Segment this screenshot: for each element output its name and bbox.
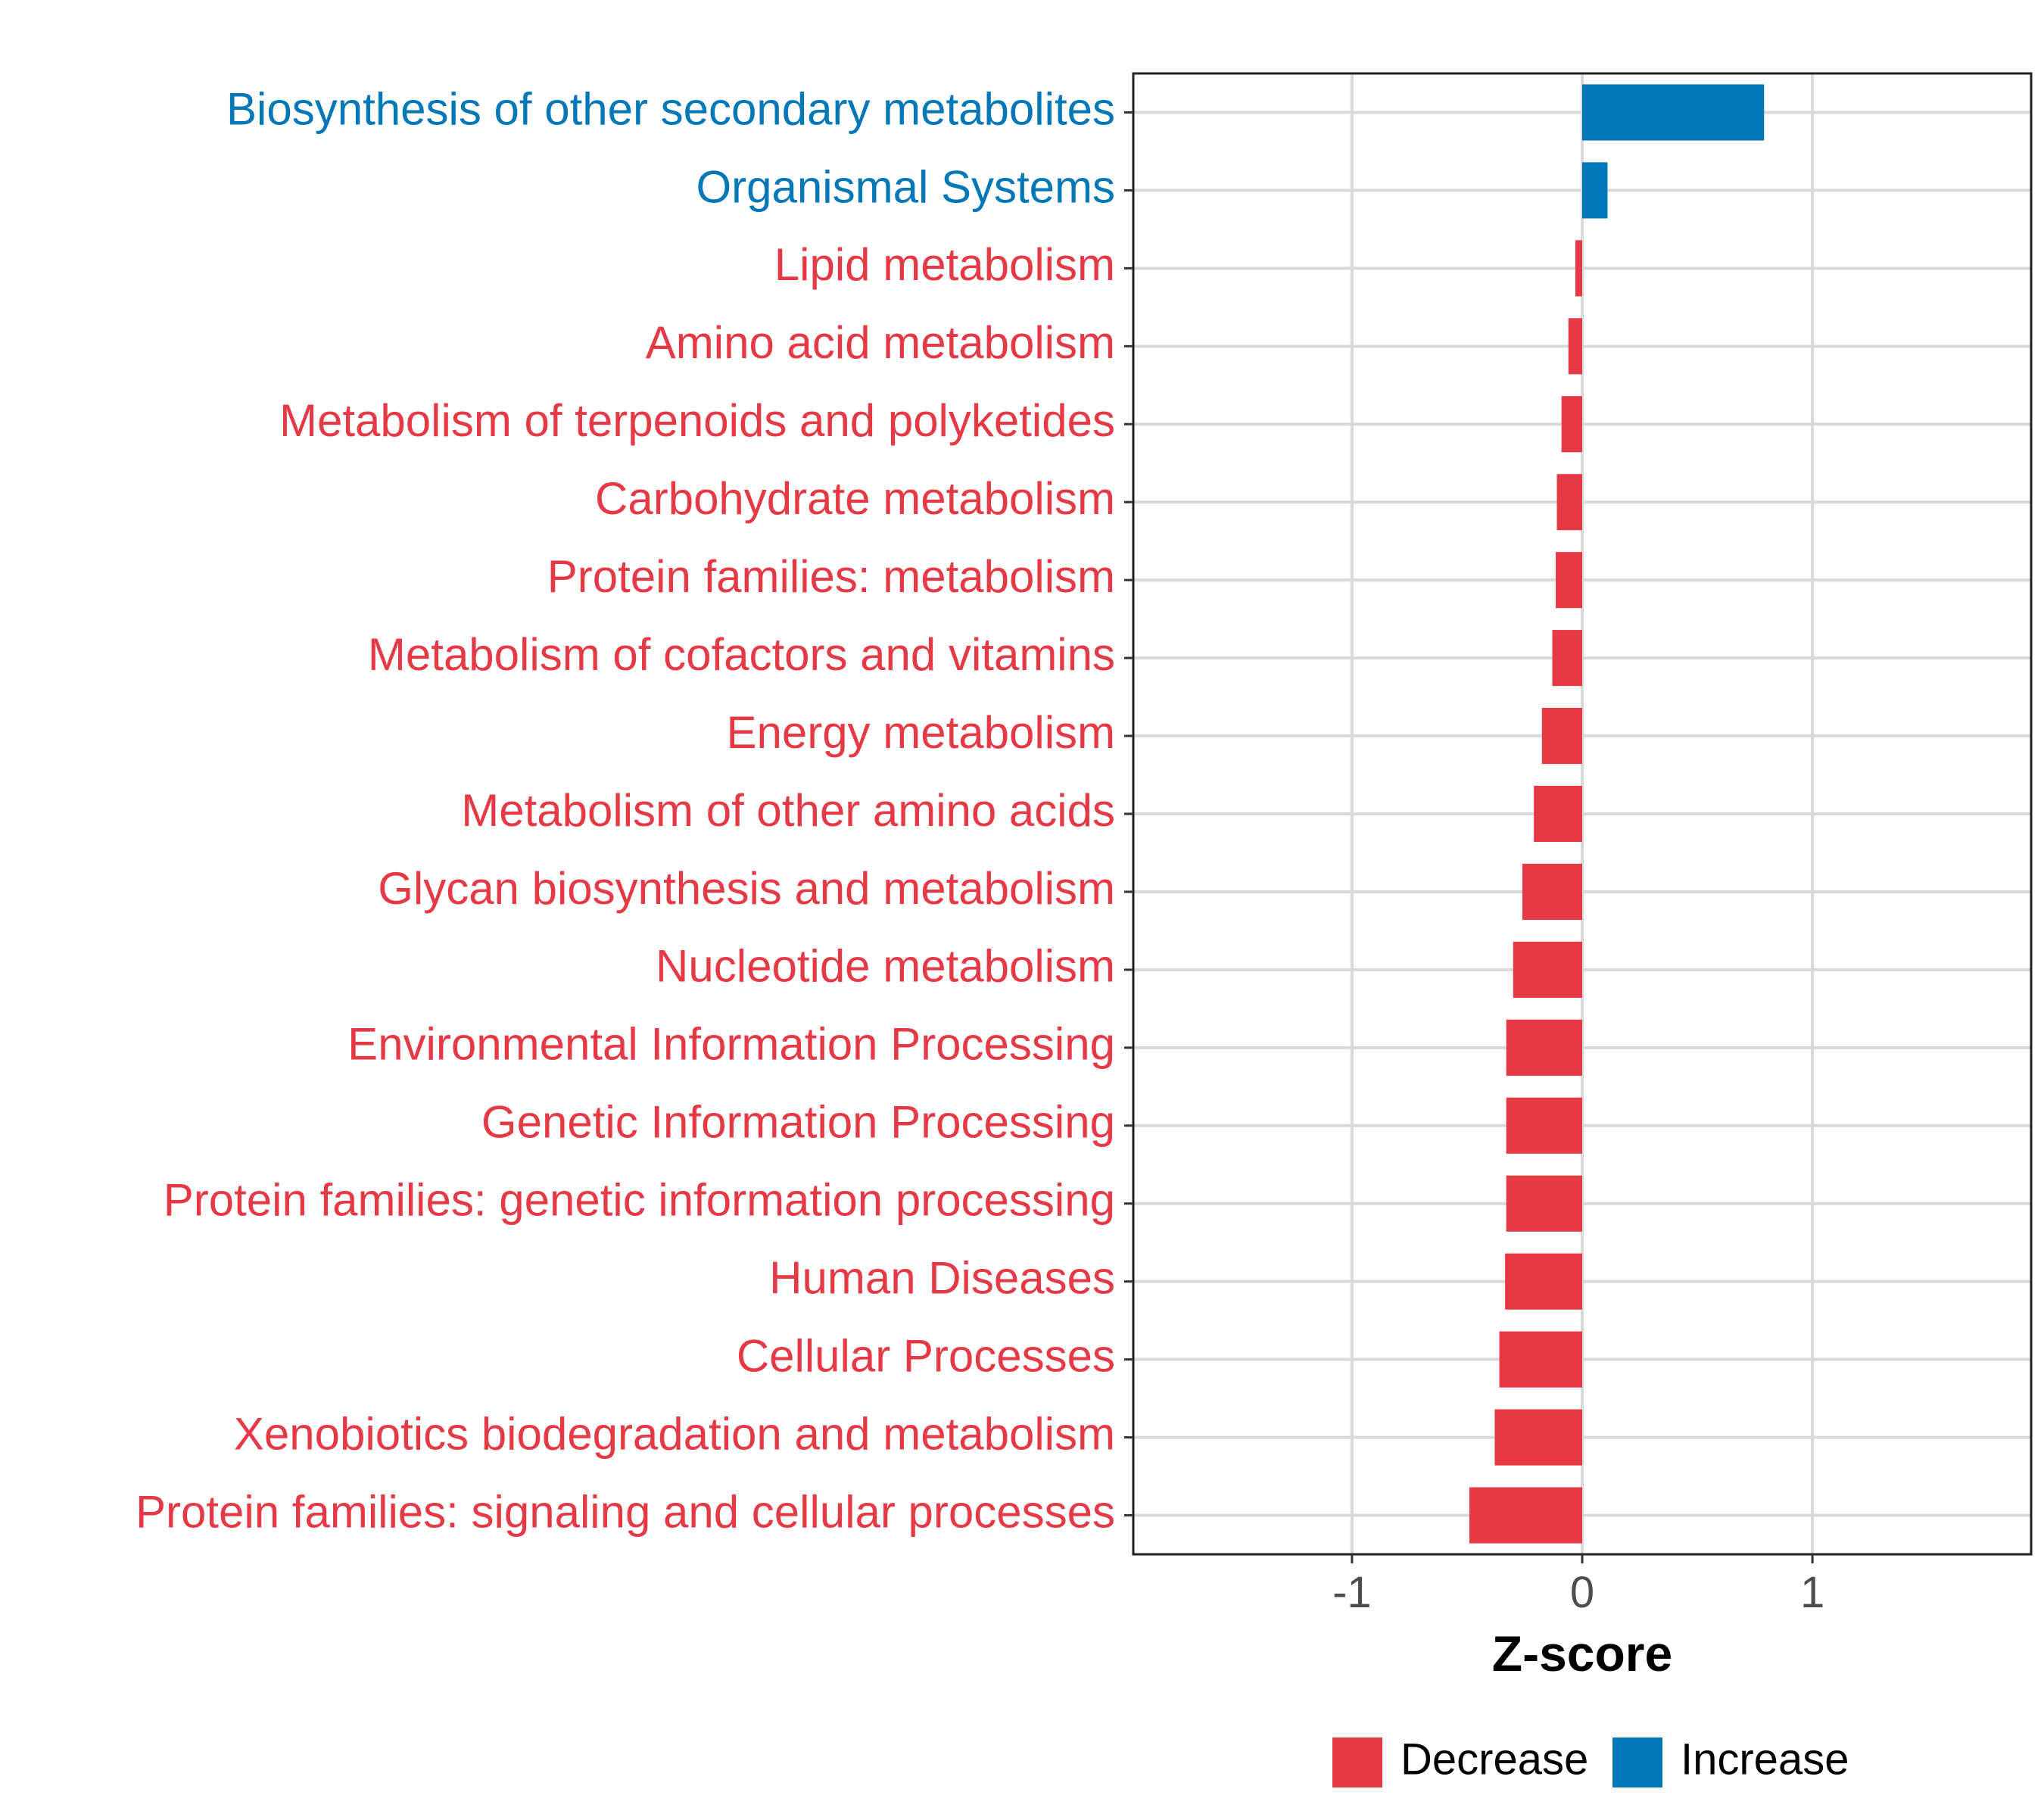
bar-protein-families-metabolism — [1556, 552, 1582, 609]
bar-cellular-processes — [1499, 1331, 1582, 1388]
legend-label-increase: Increase — [1681, 1734, 1849, 1784]
category-label: Carbohydrate metabolism — [595, 473, 1115, 524]
category-label: Human Diseases — [769, 1253, 1115, 1304]
category-label: Nucleotide metabolism — [656, 941, 1115, 992]
bar-amino-acid-metabolism — [1568, 318, 1582, 375]
category-label: Protein families: metabolism — [547, 551, 1115, 602]
bar-genetic-information-processing — [1506, 1097, 1582, 1154]
category-label: Lipid metabolism — [774, 239, 1115, 290]
category-label: Biosynthesis of other secondary metaboli… — [226, 83, 1115, 134]
bar-glycan-biosynthesis-and-metabolism — [1522, 863, 1582, 921]
category-label: Metabolism of cofactors and vitamins — [368, 629, 1115, 680]
category-label: Protein families: genetic information pr… — [164, 1175, 1115, 1226]
x-tick-label: 1 — [1800, 1568, 1824, 1617]
x-tick-label: 0 — [1570, 1568, 1594, 1617]
category-label: Metabolism of terpenoids and polyketides — [279, 395, 1115, 446]
category-label: Amino acid metabolism — [646, 317, 1115, 368]
bar-environmental-information-processing — [1506, 1019, 1582, 1076]
category-label: Organismal Systems — [696, 161, 1115, 212]
x-axis-ticks: -1 0 1 — [1332, 1554, 1824, 1617]
bar-metabolism-of-other-amino-acids — [1534, 785, 1582, 843]
category-label: Genetic Information Processing — [481, 1097, 1115, 1148]
bar-human-diseases — [1505, 1253, 1582, 1310]
bar-organismal-systems — [1582, 162, 1608, 219]
x-tick-label: -1 — [1332, 1568, 1372, 1617]
category-label: Environmental Information Processing — [347, 1019, 1115, 1070]
legend: Decrease Increase — [1332, 1734, 1849, 1787]
category-label: Xenobiotics biodegradation and metabolis… — [234, 1408, 1115, 1459]
category-label: Protein families: signaling and cellular… — [136, 1486, 1115, 1537]
legend-label-decrease: Decrease — [1401, 1734, 1588, 1784]
category-label: Cellular Processes — [737, 1330, 1115, 1381]
y-axis-category-labels: Biosynthesis of other secondary metaboli… — [136, 83, 1115, 1537]
bar-protein-families-genetic-information-processing — [1506, 1175, 1582, 1232]
category-label: Glycan biosynthesis and metabolism — [378, 863, 1115, 914]
legend-key-increase — [1612, 1738, 1662, 1787]
category-label: Metabolism of other amino acids — [461, 785, 1115, 836]
bar-carbohydrate-metabolism — [1556, 474, 1582, 531]
bar-energy-metabolism — [1541, 707, 1582, 765]
y-axis-ticks — [1124, 111, 1133, 1517]
bars — [1469, 84, 1765, 1544]
x-axis-title: Z-score — [1492, 1625, 1672, 1681]
bar-protein-families-signaling-and-cellular-processes — [1469, 1487, 1582, 1544]
category-label: Energy metabolism — [726, 707, 1115, 758]
bar-xenobiotics-biodegradation-and-metabolism — [1494, 1409, 1582, 1466]
bar-nucleotide-metabolism — [1513, 941, 1582, 998]
legend-key-decrease — [1332, 1738, 1382, 1787]
bar-metabolism-of-cofactors-and-vitamins — [1552, 630, 1582, 687]
bar-biosynthesis-of-other-secondary-metabolites — [1582, 84, 1765, 141]
bar-lipid-metabolism — [1575, 240, 1582, 297]
bar-metabolism-of-terpenoids-and-polyketides — [1561, 396, 1582, 453]
